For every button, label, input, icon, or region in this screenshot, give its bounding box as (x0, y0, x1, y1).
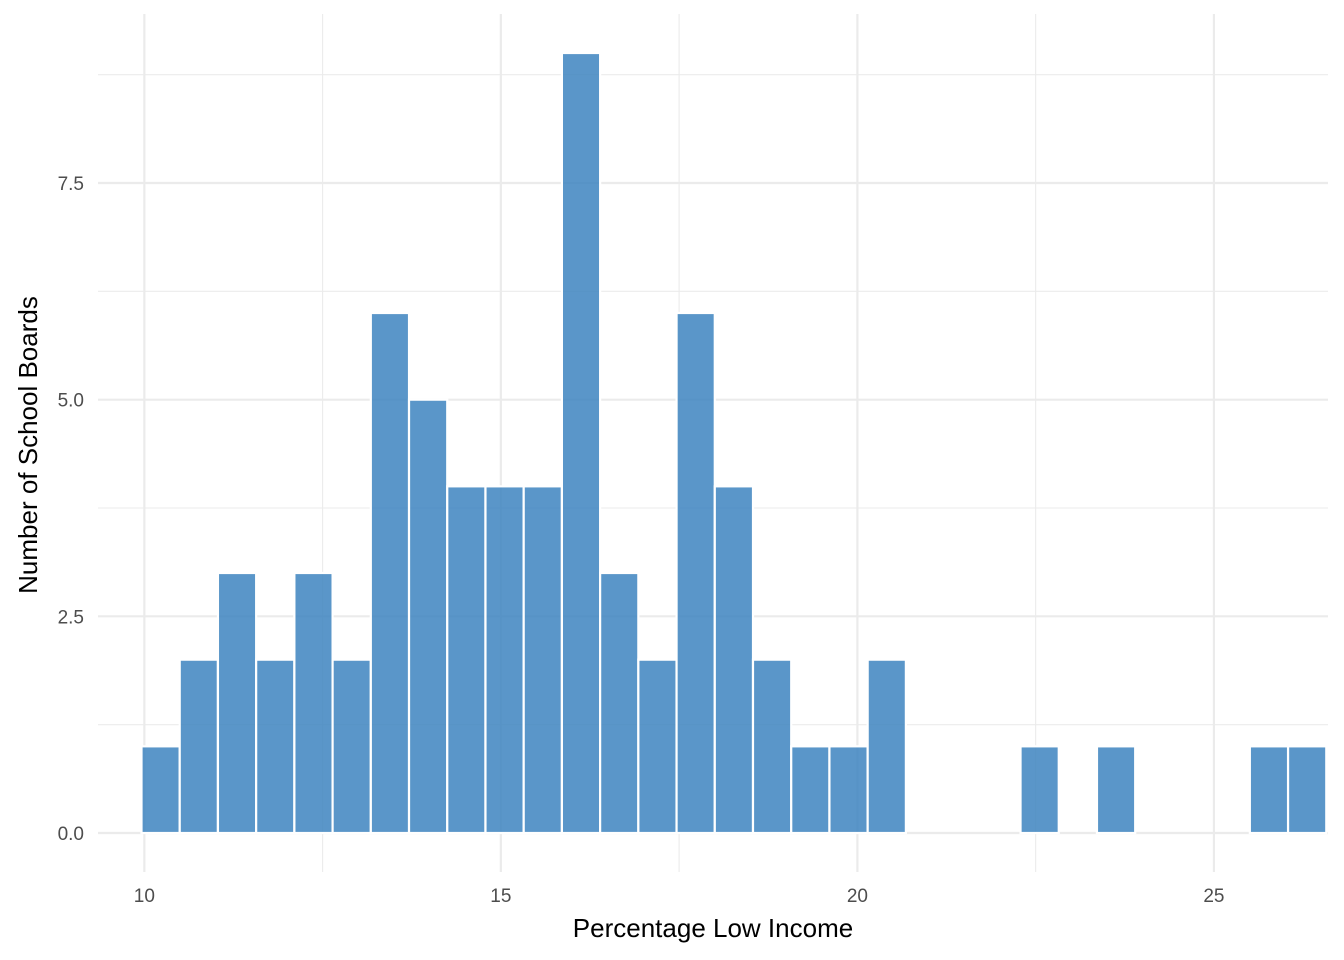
histogram-bar (331, 658, 372, 835)
y-tick-label: 5.0 (58, 391, 84, 412)
y-tick-label: 0.0 (58, 824, 84, 845)
histogram-bar (255, 658, 296, 835)
histogram-bar (484, 485, 525, 835)
histogram-bars (140, 51, 1328, 835)
x-tick-label: 10 (134, 886, 155, 907)
histogram-bar (1286, 745, 1328, 835)
x-tick-label: 25 (1203, 886, 1224, 907)
histogram-bar (828, 745, 869, 835)
histogram-bar (369, 311, 411, 835)
histogram-bar (522, 485, 564, 835)
histogram-bar (866, 658, 907, 835)
tick-labels: 0.0 2.5 5.0 7.5 10 15 20 25 (58, 174, 1225, 907)
histogram-bar (407, 398, 449, 835)
histogram-bar (637, 658, 678, 835)
histogram-bar (446, 485, 487, 835)
y-tick-label: 7.5 (58, 174, 84, 195)
histogram-bar (790, 745, 831, 835)
histogram-bar (178, 658, 220, 835)
y-tick-label: 2.5 (58, 607, 84, 628)
histogram-bar (675, 311, 716, 835)
x-axis-title: Percentage Low Income (573, 913, 853, 943)
histogram-bar (560, 51, 602, 835)
x-tick-label: 20 (847, 886, 868, 907)
y-axis-title: Number of School Boards (13, 296, 43, 594)
x-tick-label: 15 (490, 886, 511, 907)
histogram-bar (751, 658, 793, 835)
histogram-bar (1248, 745, 1290, 835)
histogram-bar (713, 485, 755, 835)
histogram-bar (1095, 745, 1137, 835)
histogram-bar (140, 745, 181, 835)
histogram-bar (1019, 745, 1060, 835)
histogram-bar (599, 571, 640, 835)
histogram-bar (216, 571, 258, 835)
histogram-bar (293, 571, 334, 835)
